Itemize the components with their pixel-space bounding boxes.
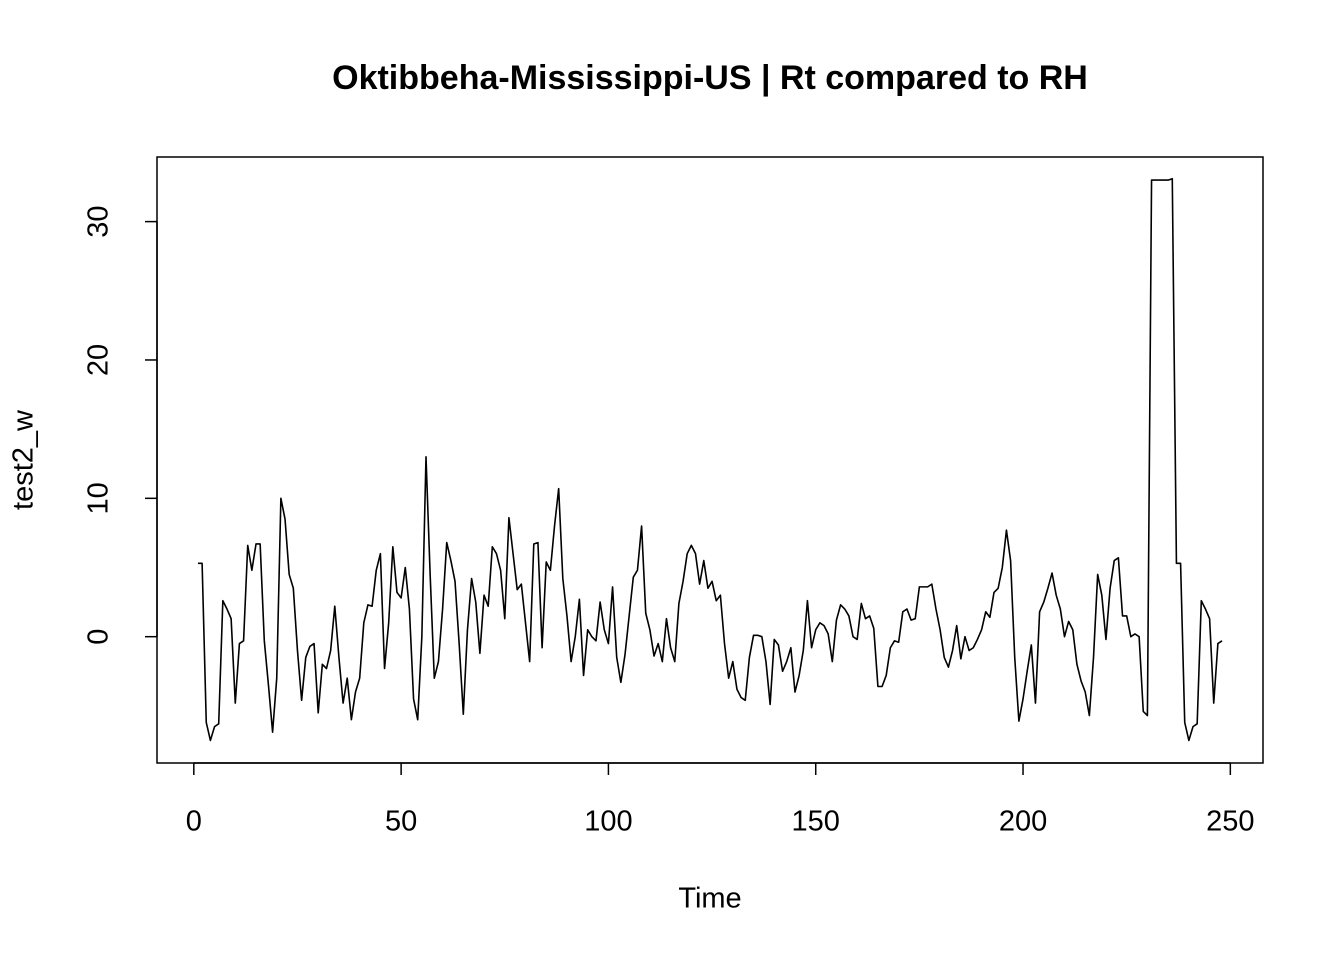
y-tick-label: 20 (83, 344, 115, 376)
y-tick-label: 0 (83, 629, 115, 645)
y-tick-label: 30 (83, 205, 115, 237)
x-tick-label: 0 (186, 806, 202, 838)
chart-title: Oktibbeha-Mississippi-US | Rt compared t… (332, 59, 1088, 97)
y-axis-label: test2_w (8, 409, 40, 510)
y-tick-label: 10 (83, 482, 115, 514)
x-axis-label: Time (678, 883, 741, 915)
x-tick-label: 100 (584, 806, 632, 838)
plot-frame (156, 156, 1264, 764)
x-tick-label: 200 (999, 806, 1047, 838)
x-tick-label: 250 (1206, 806, 1254, 838)
x-tick-label: 50 (385, 806, 417, 838)
series-line (197, 177, 1223, 742)
x-tick-label: 150 (792, 806, 840, 838)
